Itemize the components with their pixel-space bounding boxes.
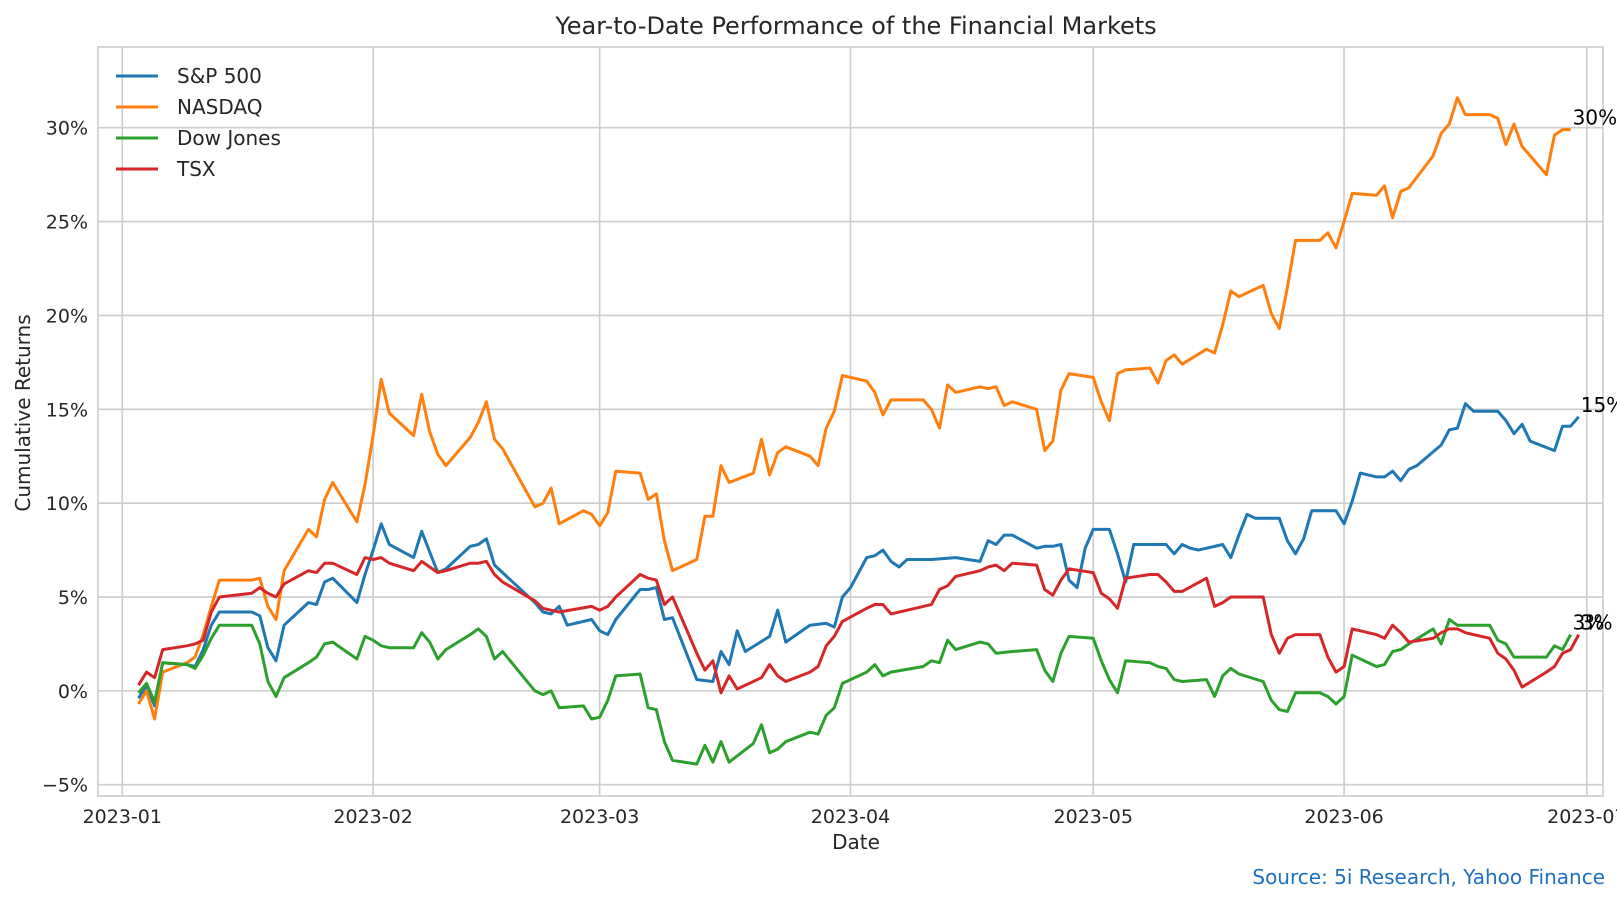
x-tick-label: 2023-02 bbox=[333, 806, 412, 828]
series-line-tsx bbox=[137, 556, 1581, 695]
source-note: Source: 5i Research, Yahoo Finance bbox=[1252, 865, 1605, 889]
y-tick-label: 0% bbox=[58, 681, 88, 703]
x-tick-label: 2023-06 bbox=[1304, 806, 1383, 828]
legend-label: Dow Jones bbox=[177, 126, 281, 150]
legend-label: S&P 500 bbox=[177, 64, 262, 88]
series-line-s-p-500 bbox=[137, 402, 1580, 708]
x-tick-label: 2023-03 bbox=[560, 806, 639, 828]
y-tick-label: 30% bbox=[46, 118, 88, 140]
end-label-tsx: 3% bbox=[1581, 611, 1613, 635]
y-tick-label: 25% bbox=[46, 212, 88, 234]
y-axis-ticks: −5% 0% 5% 10% 15% 20% 25% 30% bbox=[42, 118, 88, 797]
plot-frame bbox=[97, 46, 1604, 797]
x-axis-ticks: 2023-01 2023-02 2023-03 2023-04 2023-05 2023-… bbox=[83, 806, 1617, 828]
x-tick-label: 2023-05 bbox=[1054, 806, 1133, 828]
x-tick-label: 2023-07 bbox=[1547, 806, 1617, 828]
series-lines bbox=[137, 96, 1581, 766]
legend-label: TSX bbox=[176, 157, 216, 181]
x-tick-label: 2023-01 bbox=[83, 806, 162, 828]
y-axis-label: Cumulative Returns bbox=[11, 314, 35, 511]
y-tick-label: 5% bbox=[58, 587, 88, 609]
end-label-dow-jones: 3% bbox=[1573, 611, 1605, 635]
y-tick-label: 15% bbox=[46, 399, 88, 421]
x-axis-label: Date bbox=[832, 830, 880, 854]
chart-title: Year-to-Date Performance of the Financia… bbox=[554, 12, 1156, 40]
series-line-dow-jones bbox=[137, 618, 1572, 766]
x-tick-label: 2023-04 bbox=[811, 806, 890, 828]
series-line-nasdaq bbox=[137, 96, 1571, 721]
end-label-s-p-500: 15% bbox=[1581, 393, 1617, 417]
y-tick-label: −5% bbox=[42, 775, 88, 797]
legend-label: NASDAQ bbox=[177, 95, 262, 119]
legend: S&P 500 NASDAQ Dow Jones TSX bbox=[116, 64, 281, 181]
grid bbox=[98, 47, 1603, 796]
end-labels: 15% 30% 3%3% bbox=[1573, 106, 1617, 635]
end-label-nasdaq: 30% bbox=[1573, 106, 1617, 130]
y-tick-label: 10% bbox=[46, 493, 88, 515]
y-tick-label: 20% bbox=[46, 305, 88, 327]
